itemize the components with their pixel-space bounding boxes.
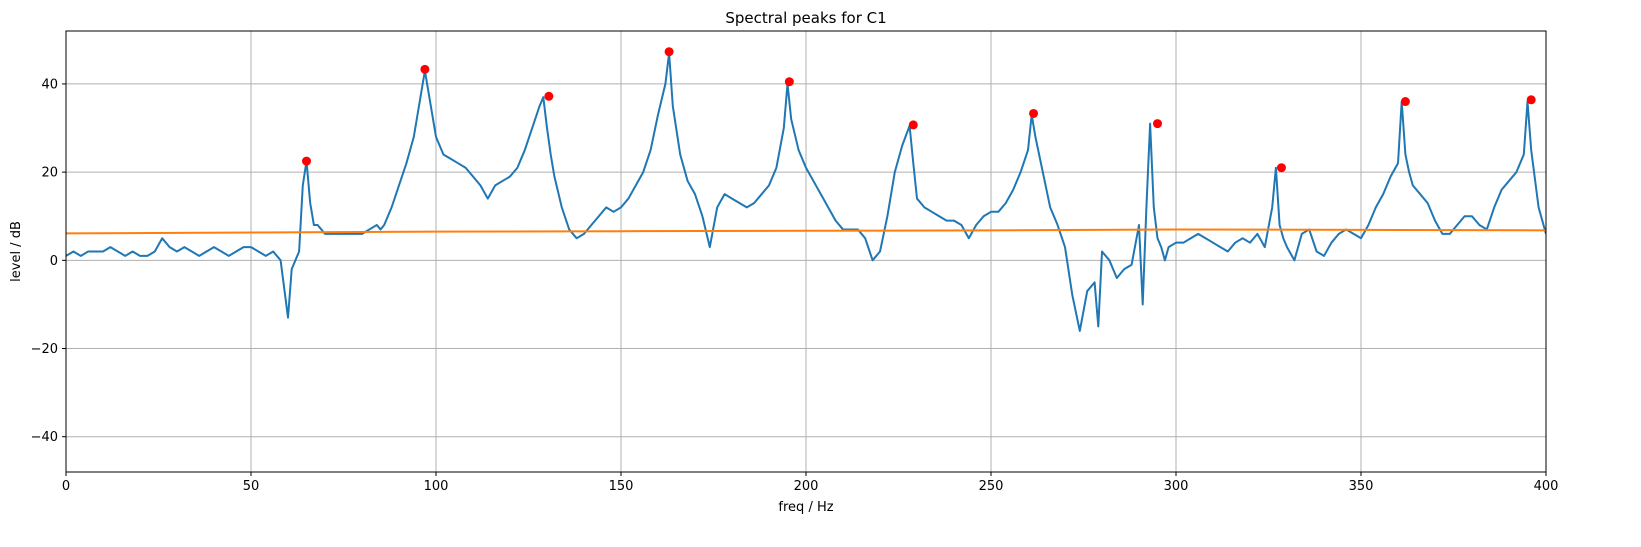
- chart-title: Spectral peaks for C1: [725, 9, 886, 27]
- x-tick-label: 300: [1164, 479, 1189, 494]
- y-tick-label: −20: [31, 342, 58, 357]
- peak-marker: [1153, 119, 1162, 129]
- peak-marker: [1276, 163, 1286, 173]
- peak-marker: [544, 91, 554, 101]
- peak-marker: [1029, 108, 1039, 118]
- ticks: 0 50 100 150 200 250 300 350 400 −40 −20 0 20 40: [31, 77, 1559, 494]
- peak-marker: [302, 156, 311, 166]
- series-layer: [66, 47, 1546, 332]
- peak-marker: [908, 120, 918, 130]
- x-tick-label: 350: [1349, 479, 1374, 494]
- peak-marker: [784, 77, 794, 87]
- peak-marker: [664, 47, 674, 57]
- grid: [65, 31, 1547, 472]
- y-tick-label: −40: [31, 430, 58, 445]
- peak-marker: [1400, 97, 1410, 107]
- x-axis-label: freq / Hz: [778, 500, 833, 515]
- y-tick-label: 0: [50, 254, 58, 269]
- y-tick-label: 40: [41, 77, 58, 92]
- x-tick-label: 250: [979, 479, 1004, 494]
- x-tick-label: 400: [1534, 479, 1559, 494]
- spectrum-line: [66, 52, 1546, 332]
- peak-marker: [420, 64, 430, 74]
- peak-marker: [1526, 95, 1536, 105]
- x-tick-label: 50: [243, 479, 260, 494]
- y-axis-label: level / dB: [9, 221, 24, 282]
- x-tick-label: 200: [794, 479, 819, 494]
- y-tick-label: 20: [41, 166, 58, 181]
- floor-line: [66, 228, 1546, 235]
- x-tick-label: 0: [62, 479, 70, 494]
- x-tick-label: 100: [424, 479, 449, 494]
- x-tick-label: 150: [609, 479, 634, 494]
